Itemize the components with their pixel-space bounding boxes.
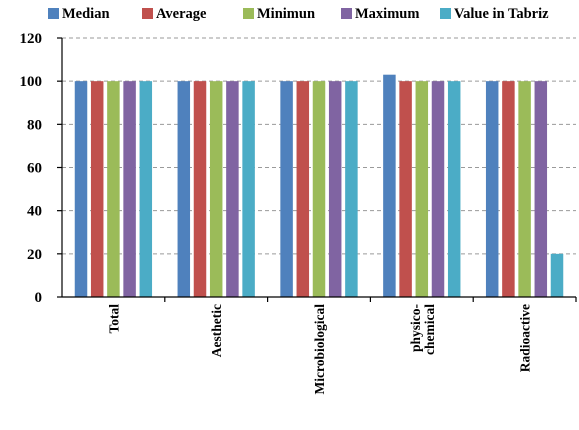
legend-label-0: Median [62,6,110,22]
bar-value-in-tabriz-0 [139,81,153,298]
x-axis-labels: Total Aesthetic Microbiological physico-che… [106,304,532,395]
legend-label-2: Minimun [257,6,315,22]
legend-swatch-0 [48,8,59,19]
bar-value-in-tabriz-4 [550,253,564,297]
bar-maximum-1 [226,81,239,298]
x-tick-label-4: Radioactive [518,304,533,372]
bar-median-2 [280,81,293,298]
legend-label-4: Value in Tabriz [454,6,549,22]
bar-median-3 [383,74,396,297]
bar-minimun-3 [415,81,429,298]
y-tick-label-40: 40 [27,204,42,220]
bar-value-in-tabriz-2 [345,81,358,298]
bar-maximum-0 [123,81,136,298]
legend-swatch-2 [243,8,254,19]
bar-maximum-3 [431,81,445,298]
bar-minimun-2 [312,81,326,298]
x-tick-label-0: Total [106,304,121,334]
x-tick-label-3: physico-chemical [408,304,437,355]
x-tick-label-1: Aesthetic [209,304,224,357]
y-tick-label-100: 100 [20,74,43,90]
legend-label-3: Maximum [355,6,419,22]
legend-swatch-4 [440,8,451,19]
bar-average-2 [296,81,310,298]
y-tick-label-120: 120 [20,31,43,47]
bar-average-4 [502,81,515,298]
bar-minimun-0 [107,81,120,298]
bar-average-3 [399,81,412,298]
bar-minimun-4 [518,81,531,298]
bar-minimun-1 [209,81,223,298]
bar-average-1 [193,81,207,298]
bar-average-0 [90,81,104,298]
legend-swatch-3 [341,8,352,19]
bar-value-in-tabriz-1 [242,81,255,298]
bar-median-1 [177,81,191,298]
bar-median-4 [485,81,499,298]
y-axis-ticks: 0 20 40 60 80 100 120 [20,31,62,306]
bar-maximum-2 [328,81,342,298]
bar-median-0 [74,81,88,298]
y-tick-label-20: 20 [27,247,42,263]
y-tick-label-60: 60 [27,161,42,177]
legend-swatch-1 [142,8,153,19]
y-tick-label-80: 80 [27,117,42,133]
legend-label-1: Average [156,6,207,22]
bar-maximum-4 [534,81,548,298]
legend: Median Average Minimun Maximum Value in Tabr… [48,6,549,22]
bars [74,74,564,298]
bar-value-in-tabriz-3 [447,81,461,298]
y-tick-label-0: 0 [35,290,43,306]
x-tick-label-2: Microbiological [312,304,327,395]
